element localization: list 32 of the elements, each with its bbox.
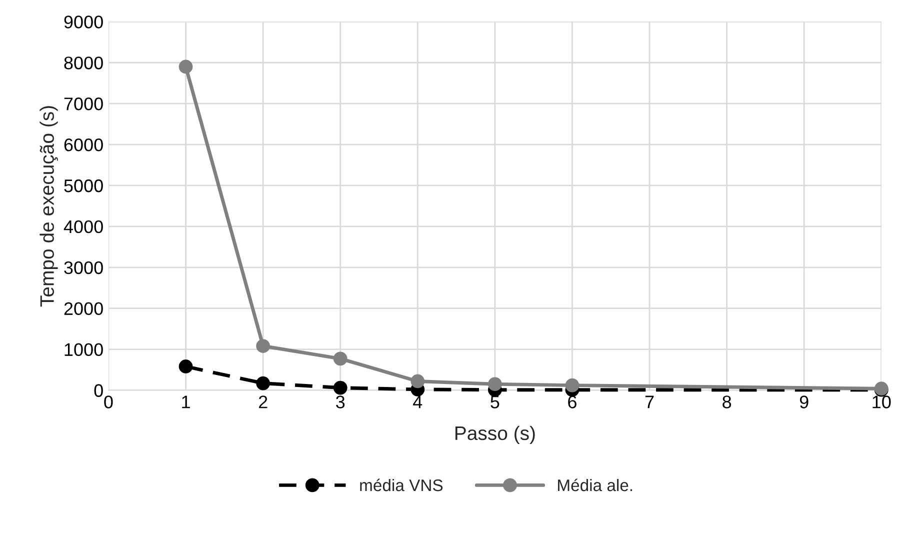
point xyxy=(565,378,580,392)
x-tick-label: 1 xyxy=(182,396,190,408)
legend-label: média VNS xyxy=(360,478,443,492)
point xyxy=(256,376,270,390)
y-axis-title: Tempo de execução (s) xyxy=(40,106,58,307)
x-tick-label: 8 xyxy=(722,396,732,408)
point xyxy=(410,374,425,388)
y-tick-label: 2000 xyxy=(64,302,103,316)
x-tick-label: 9 xyxy=(800,396,808,408)
y-tick-label: 7000 xyxy=(64,98,103,110)
y-tick-label: 4000 xyxy=(64,220,103,234)
y-tick-label: 8000 xyxy=(64,56,103,70)
y-tick-label: 0 xyxy=(94,384,103,397)
legend-label: Média ale. xyxy=(558,478,632,492)
x-tick-label: 0 xyxy=(104,396,113,408)
point xyxy=(333,380,348,395)
y-tick-label: 6000 xyxy=(64,138,103,152)
y-tick-label: 5000 xyxy=(64,179,103,192)
x-tick-label: 10 xyxy=(872,396,891,408)
point xyxy=(256,339,270,353)
x-tick-label: 4 xyxy=(413,396,422,408)
point xyxy=(333,352,348,366)
y-tick-label: 1000 xyxy=(64,343,103,356)
point xyxy=(178,360,193,374)
y-tick-label: 3000 xyxy=(64,261,103,274)
point xyxy=(488,377,502,392)
point xyxy=(178,60,193,74)
x-tick-label: 2 xyxy=(258,396,268,408)
x-axis-title: Passo (s) xyxy=(455,426,535,444)
x-tick-label: 3 xyxy=(336,396,345,408)
y-tick-label: 9000 xyxy=(64,16,103,28)
x-tick-label: 7 xyxy=(645,396,654,408)
